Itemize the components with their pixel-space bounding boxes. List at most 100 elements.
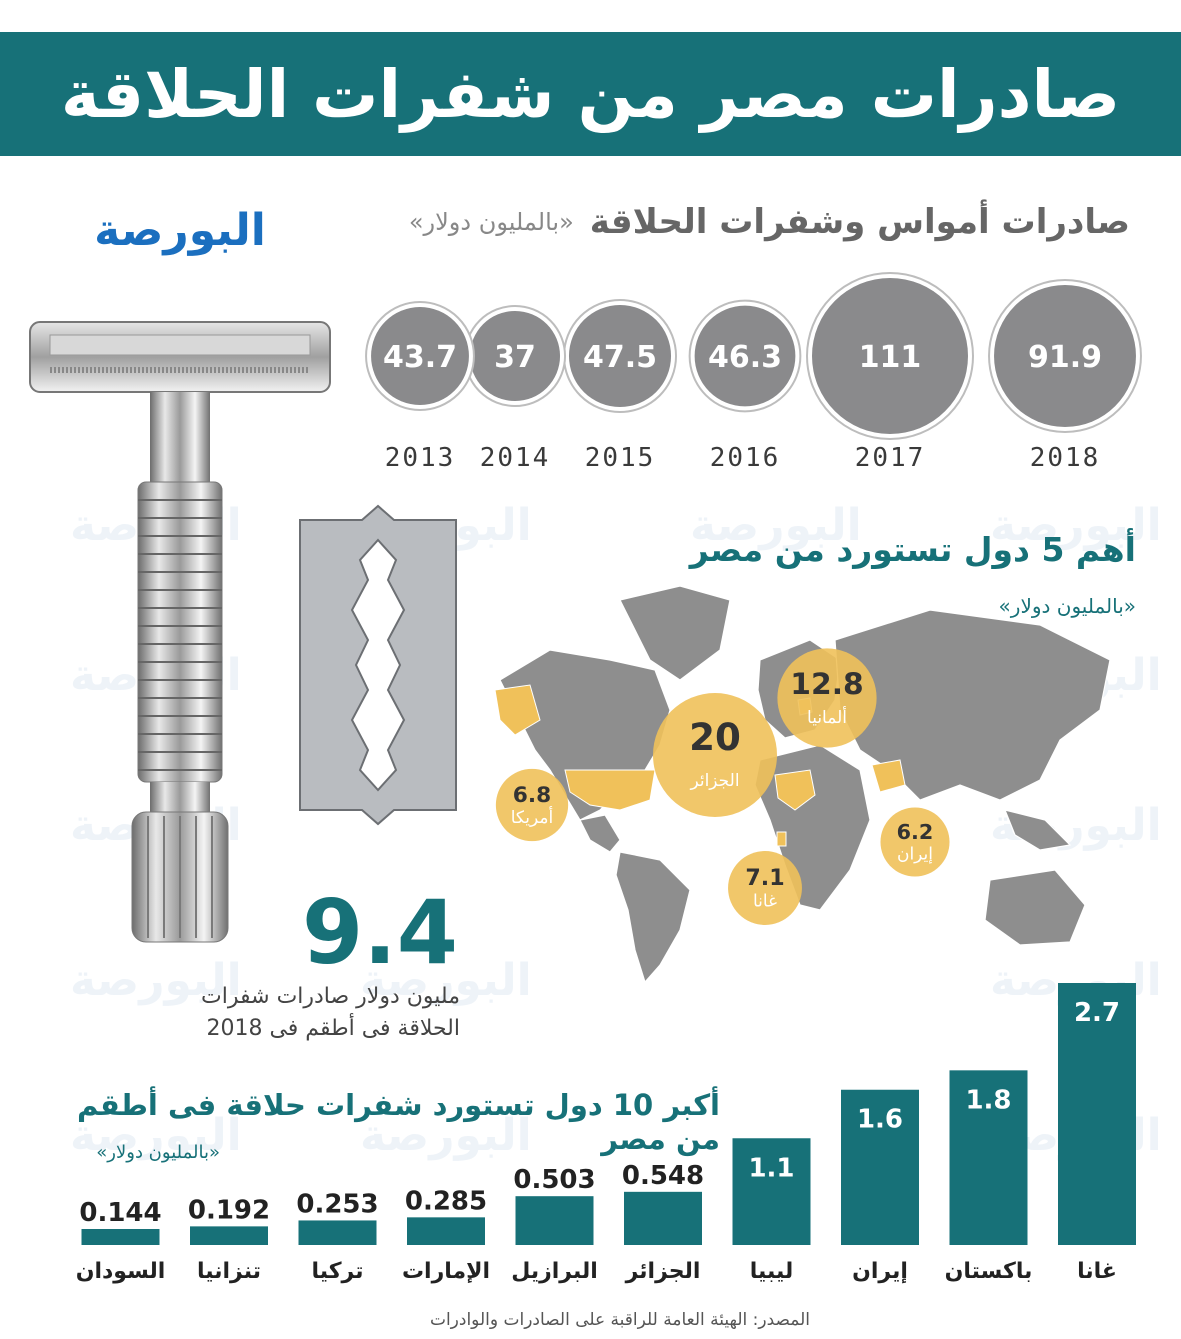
landmass-south-america [615,851,691,984]
year-value-label: 91.9 [1028,340,1102,375]
bar [81,1229,160,1245]
year-value-label: 43.7 [383,340,457,375]
bar-group-9: 0.192 تنزانيا [188,1195,270,1284]
bar-group-6: 0.503 البرازيل [511,1165,598,1284]
bar-category-label: إيران [852,1259,908,1284]
bubble-fill [812,278,968,434]
year-label: 2015 [585,443,656,473]
bar-value-label: 2.7 [1074,998,1120,1028]
highlight-caption-line1: مليون دولار صادرات شفرات [201,984,460,1009]
country-name-label: أمريكا [511,806,554,828]
source-note: المصدر: الهيئة العامة للراقبة على الصادر… [429,1310,810,1330]
top10-title: أكبر 10 دول تستورد شفرات حلاقة فى أطقم م… [77,1088,720,1156]
bar-group-2: 1.8 باكستان [945,1070,1033,1284]
landmass-australia [984,869,1086,946]
bar-group-5: 0.548 الجزائر [622,1161,704,1284]
bar-category-label: باكستان [945,1259,1033,1284]
bar-group-1: 2.7 غانا [1058,983,1136,1284]
year-value-label: 111 [859,340,922,375]
year-label: 2018 [1030,443,1101,473]
country-value-label: 12.8 [790,667,863,702]
bar-value-label: 1.6 [857,1105,903,1135]
bar [949,1070,1028,1245]
country-bubble-circle [495,768,569,842]
bar [190,1226,268,1245]
bar-category-label: غانا [1077,1259,1117,1284]
top10-bar-chart: 2.7 غانا 1.8 باكستان 1.6 إيران 1.1 ليبيا 0.548 ال… [76,983,1136,1284]
blade-illustration [299,504,457,826]
top10-unit: «بالمليون دولار» [96,1142,220,1163]
bubble-fill [568,304,672,408]
top5-unit: «بالمليون دولار» [998,594,1136,618]
bar-group-8: 0.253 تركيا [296,1189,378,1284]
country-bubble-circle [880,807,950,877]
bar-value-label: 0.192 [188,1195,270,1225]
bar [407,1217,485,1245]
bar-value-label: 0.548 [622,1161,704,1191]
landmass-southeast-asia [1004,809,1072,851]
country-alaska [494,684,541,736]
year-bubble-2015: 47.5 2015 [562,298,678,473]
yearly-exports-chart: 91.9 2018 111 2017 46.3 2016 47.5 2015 37 2014 43.… [365,272,1142,473]
bar-group-10: 0.144 السودان [76,1198,166,1284]
year-label: 2016 [710,443,781,473]
country-bubble-circle [653,693,777,817]
bar-category-label: تنزانيا [197,1259,261,1284]
country-iran [871,759,906,793]
country-value-label: 6.2 [897,820,934,844]
country-name-label: الجزائر [689,771,739,791]
yearly-section-header: صادرات أمواس وشفرات الحلاقة «بالمليون دو… [380,200,1130,244]
country-value-label: 20 [689,715,741,759]
bar [732,1138,811,1245]
bar-category-label: الإمارات [402,1259,490,1284]
country-value-label: 6.8 [513,783,551,808]
landmass-asia [834,609,1111,801]
year-bubble-2014: 37 2014 [463,304,567,473]
bar-category-label: البرازيل [511,1259,598,1284]
logo-text: البورصة [94,204,266,256]
top5-title: أهم 5 دول تستورد من مصر [689,530,1136,569]
bar-value-label: 1.1 [748,1153,794,1183]
bar-group-4: 1.1 ليبيا [732,1138,811,1284]
yearly-unit: «بالمليون دولار» [408,208,574,236]
year-value-label: 46.3 [708,340,782,375]
landmass-greenland [619,585,731,681]
bar [841,1089,919,1245]
bubble-fill [694,305,796,407]
country-bubble-circle [728,851,802,925]
bar-value-label: 1.8 [965,1085,1011,1115]
country-bubble-circle [777,648,877,748]
bar-category-label: السودان [76,1259,166,1284]
bar-group-7: 0.285 الإمارات [402,1186,490,1284]
page-title: صادرات مصر من شفرات الحلاقة [60,55,1121,133]
year-label: 2017 [855,443,926,473]
bar-category-label: تركيا [312,1259,364,1284]
year-bubble-2016: 46.3 2016 [688,299,802,473]
bar-group-3: 1.6 إيران [841,1089,919,1284]
bar-category-label: الجزائر [625,1259,701,1284]
highlight-value: 9.4 [302,881,458,984]
bubble-fill [469,310,561,402]
bubble-fill [994,285,1136,427]
bar-category-label: ليبيا [750,1259,793,1284]
bar-value-label: 0.253 [296,1189,378,1219]
bar-value-label: 0.144 [79,1198,161,1228]
year-bubble-2017: 111 2017 [806,272,974,473]
country-value-label: 7.1 [745,865,784,891]
year-value-label: 37 [494,340,536,375]
bar [298,1220,377,1245]
country-bubble-1: 20 الجزائر [653,693,777,817]
country-algeria [774,769,816,811]
bar [515,1196,594,1245]
logo: البورصة [90,198,270,262]
country-name-label: إيران [897,844,933,864]
bar-value-label: 0.503 [513,1165,595,1195]
year-label: 2014 [480,443,551,473]
bubble-fill [371,307,469,405]
year-value-label: 47.5 [583,340,657,375]
year-label: 2013 [385,443,456,473]
